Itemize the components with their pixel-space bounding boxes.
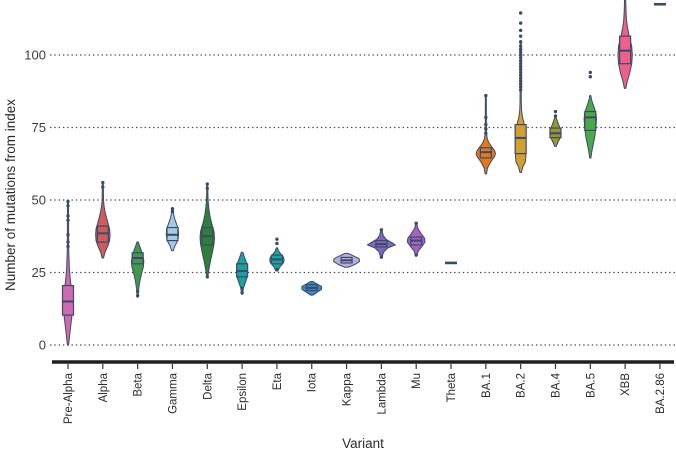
outlier-dot [518, 73, 523, 78]
outlier-dot [518, 28, 523, 33]
outlier-dot [379, 228, 384, 232]
outlier-dot [205, 186, 209, 191]
x-tick-label-ba-1: BA.1 [481, 373, 493, 398]
outlier-dot [518, 64, 523, 69]
outlier-dot [205, 275, 209, 279]
x-tick-label-gamma: Gamma [167, 372, 179, 414]
outlier-dot [66, 233, 70, 237]
outlier-dot [101, 180, 105, 185]
x-tick-label-pre-alpha: Pre-Alpha [63, 372, 75, 424]
outlier-dot [66, 214, 70, 218]
x-tick-label-theta: Theta [446, 372, 458, 402]
outlier-dot [484, 93, 488, 98]
outlier-dot [518, 56, 523, 60]
x-tick-label-ba-2: BA.2 [516, 373, 528, 398]
outlier-dot [518, 53, 523, 57]
outlier-dot [484, 115, 488, 120]
x-tick-label-lambda: Lambda [376, 372, 388, 414]
outlier-dot [205, 182, 209, 186]
outlier-dot [588, 75, 592, 79]
x-tick-label-epsilon: Epsilon [237, 373, 249, 411]
outlier-dot [518, 88, 523, 92]
x-tick-label-ba-2-86: BA.2.86 [655, 373, 667, 414]
box-ba-2 [514, 123, 527, 155]
x-tick-label-iota: Iota [307, 372, 319, 392]
outlier-dot [518, 62, 523, 66]
y-tick-label: 25 [32, 265, 46, 280]
outlier-dot [484, 122, 488, 127]
x-tick-label-ba-4: BA.4 [550, 372, 562, 398]
outlier-dot [170, 209, 175, 214]
violin-beta [130, 241, 145, 298]
outlier-dot [240, 286, 244, 291]
outlier-dot [518, 21, 523, 25]
outlier-dot [553, 114, 558, 118]
x-tick-label-eta: Eta [272, 372, 284, 390]
y-tick-label: 75 [32, 120, 46, 135]
outlier-dot [518, 59, 523, 63]
outlier-dot [518, 50, 523, 54]
outlier-dot [240, 291, 244, 295]
outlier-dot [66, 244, 70, 249]
violin-pre-alpha [62, 202, 74, 346]
outlier-dot [414, 221, 418, 225]
outlier-dot [518, 11, 523, 15]
x-tick-label-delta: Delta [202, 372, 214, 399]
outlier-dot [170, 207, 175, 211]
y-axis-title: Number of mutations from index [3, 99, 18, 291]
outlier-dot [518, 40, 523, 44]
x-tick-label-alpha: Alpha [98, 372, 110, 402]
y-tick-label: 100 [24, 48, 46, 63]
y-tick-label: 50 [32, 193, 46, 208]
outlier-dot [66, 204, 70, 208]
outlier-dot [275, 237, 279, 241]
outlier-dot [518, 44, 523, 48]
outlier-dot [518, 70, 523, 75]
outlier-dot [518, 34, 523, 38]
outlier-dot [518, 67, 523, 72]
outlier-dot [518, 47, 523, 51]
outlier-dot [414, 253, 418, 257]
x-axis-title: Variant [342, 436, 384, 451]
outlier-dot [135, 294, 140, 298]
x-tick-label-kappa: Kappa [342, 372, 354, 406]
x-tick-label-beta: Beta [133, 372, 145, 396]
outlier-dot [588, 70, 592, 75]
x-tick-label-xbb: XBB [620, 373, 632, 396]
x-tick-label-mu: Mu [411, 373, 423, 389]
violin-alpha [95, 182, 111, 259]
outlier-dot [135, 289, 140, 294]
x-tick-label-ba-5: BA.5 [585, 373, 597, 398]
box-pre-alpha [61, 284, 75, 316]
outlier-dot [379, 255, 384, 259]
outlier-dot [275, 267, 279, 272]
outlier-dot [518, 85, 523, 89]
outlier-dot [275, 241, 279, 246]
outlier-dot [66, 240, 70, 244]
y-tick-label: 0 [39, 338, 46, 353]
outlier-dot [553, 109, 558, 114]
outlier-dot [66, 218, 70, 222]
box-ba-5 [584, 110, 597, 132]
outlier-dot [484, 131, 488, 135]
outlier-dot [518, 76, 523, 80]
outlier-dot [518, 79, 523, 83]
outlier-dot [484, 127, 488, 131]
outlier-dot [518, 82, 523, 86]
outlier-dot [66, 199, 70, 204]
outlier-dot [101, 185, 105, 189]
